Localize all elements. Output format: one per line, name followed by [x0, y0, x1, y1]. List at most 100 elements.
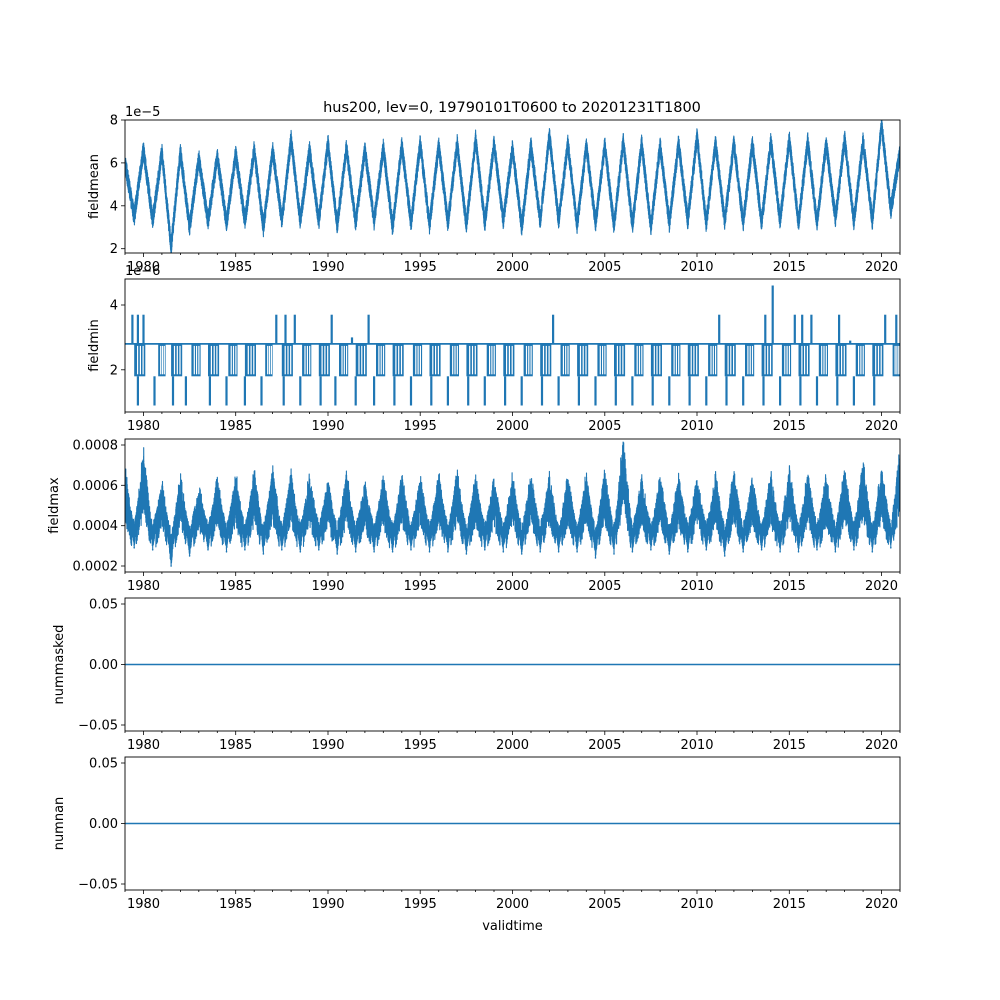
data-point: [880, 474, 883, 477]
x-tick-label: 2015: [773, 897, 806, 912]
data-point: [825, 142, 827, 145]
data-point: [723, 555, 726, 557]
data-point: [391, 551, 394, 553]
x-tick-label: 2020: [865, 419, 898, 434]
data-point: [299, 551, 302, 553]
panel-fieldmean: 1980 1985 1990 1995 2000 2005 2010 2015 2020 2 4 6 8…: [87, 105, 901, 275]
data-point: [585, 144, 588, 147]
low-band: [745, 343, 755, 377]
data-point: [640, 488, 643, 491]
y-tick-label: −0.05: [78, 878, 118, 893]
low-band: [449, 343, 459, 377]
low-band: [158, 343, 166, 377]
low-band: [761, 343, 773, 377]
y-tick-label: 6: [110, 156, 118, 171]
data-point: [585, 482, 588, 485]
low-band: [318, 343, 330, 377]
y-axis-label: fieldmean: [87, 154, 102, 219]
data-point: [447, 551, 449, 553]
data-point: [271, 149, 274, 151]
data-point: [216, 155, 219, 158]
data-point: [290, 484, 292, 487]
data-point: [234, 484, 237, 487]
y-tick-label: 0.0008: [73, 439, 119, 454]
data-point: [594, 222, 597, 224]
low-band: [208, 343, 220, 377]
data-point: [696, 486, 698, 489]
x-tick-label: 2010: [680, 579, 713, 594]
low-band: [412, 343, 423, 377]
y-axis-label: numnan: [52, 797, 67, 851]
data-point: [631, 551, 634, 553]
data-point: [539, 551, 541, 553]
data-point: [622, 444, 624, 446]
data-point: [760, 222, 763, 224]
data-point: [677, 142, 680, 145]
data-point: [253, 482, 255, 485]
low-band: [872, 343, 884, 377]
data-point: [262, 553, 265, 555]
y-tick-label: 2: [110, 242, 118, 257]
x-tick-label: 1985: [219, 260, 252, 275]
data-point: [548, 134, 551, 136]
x-tick-label: 1985: [219, 897, 252, 912]
data-point: [668, 222, 671, 224]
x-tick-label: 2000: [496, 738, 529, 753]
data-point: [391, 226, 394, 229]
y-tick-label: 0.05: [89, 598, 118, 613]
data-point: [502, 551, 505, 553]
data-point: [465, 553, 468, 555]
data-point: [779, 551, 781, 553]
low-band: [560, 343, 570, 377]
x-tick-label: 2020: [865, 897, 898, 912]
data-point: [853, 220, 855, 222]
x-tick-label: 2005: [588, 738, 621, 753]
data-point: [170, 565, 172, 567]
data-point: [364, 149, 366, 151]
x-tick-label: 2015: [773, 738, 806, 753]
y-tick-label: −0.05: [78, 719, 118, 734]
data-point: [336, 553, 339, 555]
data-point: [133, 215, 135, 218]
data-point: [271, 478, 274, 481]
data-point: [567, 486, 569, 489]
data-point: [142, 149, 145, 151]
data-point: [179, 151, 182, 153]
low-band: [281, 343, 293, 377]
data-point: [548, 484, 551, 487]
data-point: [225, 222, 228, 224]
y-tick-label: 0.00: [89, 817, 118, 832]
data-point: [151, 549, 154, 551]
data-point: [659, 486, 661, 489]
y-tick-label: 8: [110, 114, 118, 129]
low-band: [376, 343, 386, 377]
data-point: [373, 551, 375, 553]
data-point: [354, 222, 357, 224]
low-band: [486, 343, 496, 377]
data-point: [419, 142, 422, 145]
data-point: [733, 142, 735, 145]
plot-area: [125, 285, 900, 406]
low-band: [523, 343, 533, 377]
y-tick-label: 0.05: [89, 757, 118, 772]
data-point: [336, 224, 339, 226]
data-point: [723, 220, 726, 222]
low-band: [466, 343, 478, 377]
x-axis-label: validtime: [482, 919, 543, 934]
x-tick-label: 1995: [404, 419, 437, 434]
x-tick-label: 2010: [680, 260, 713, 275]
data-point: [871, 220, 874, 222]
data-point: [622, 140, 624, 143]
data-point: [373, 220, 375, 222]
y-axis-label: fieldmax: [47, 477, 62, 534]
data-point: [262, 226, 265, 229]
data-point: [843, 476, 846, 479]
data-point: [594, 557, 597, 559]
data-point: [779, 220, 781, 222]
x-tick-label: 1985: [219, 738, 252, 753]
data-point: [151, 220, 154, 222]
x-tick-label: 2000: [496, 579, 529, 594]
data-point: [871, 551, 874, 553]
data-point: [770, 140, 772, 143]
data-point: [493, 486, 495, 489]
